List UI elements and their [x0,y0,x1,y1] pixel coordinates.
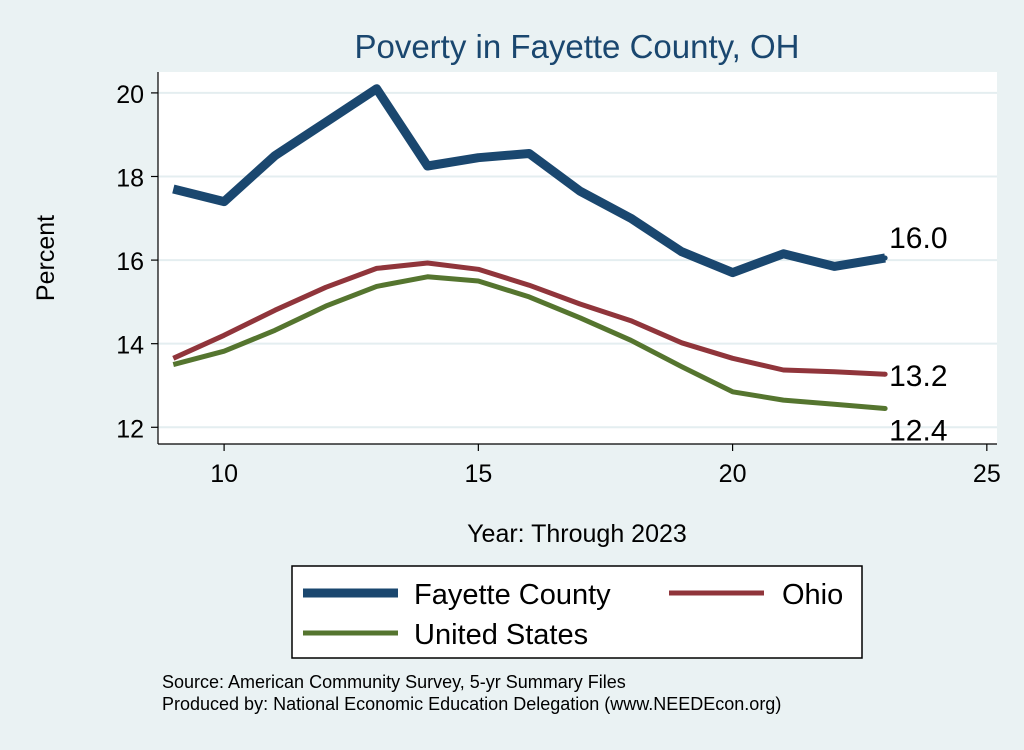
axis-ticks: 12 14 16 18 20 10 15 20 25 [116,81,1001,488]
legend: Fayette County Ohio United States [291,565,863,659]
x-tick-label: 10 [210,460,238,488]
plot-area [158,72,997,444]
legend-label-fayette: Fayette County [414,579,611,611]
legend-box [291,565,863,659]
end-label-ohio: 13.2 [889,360,947,393]
legend-label-ohio: Ohio [782,579,843,611]
end-point-ohio [882,371,888,377]
series-line-ohio [172,260,886,377]
series-lines [172,84,886,411]
y-tick-label: 14 [116,332,144,360]
chart-title: Poverty in Fayette County, OH [354,28,799,65]
x-tick-label: 15 [464,460,492,488]
legend-label-us: United States [414,619,588,651]
x-axis-title: Year: Through 2023 [467,520,687,548]
y-tick-label: 20 [116,81,144,109]
produced-by-note: Produced by: National Economic Education… [162,694,781,714]
source-note: Source: American Community Survey, 5-yr … [162,672,626,692]
end-point-united-states [882,405,888,411]
end-label-united-states: 12.4 [889,414,947,447]
end-labels: 16.0 13.2 12.4 [882,222,948,447]
series-line-fayette-county [172,84,886,278]
y-tick-label: 12 [116,415,144,443]
y-tick-label: 16 [116,248,144,276]
y-tick-label: 18 [116,164,144,192]
y-axis-title: Percent [32,215,60,301]
series-line-united-states [172,274,886,411]
x-tick-label: 25 [973,460,1001,488]
x-tick-label: 20 [719,460,747,488]
end-label-fayette-county: 16.0 [889,222,947,255]
end-point-fayette-county [882,255,888,261]
